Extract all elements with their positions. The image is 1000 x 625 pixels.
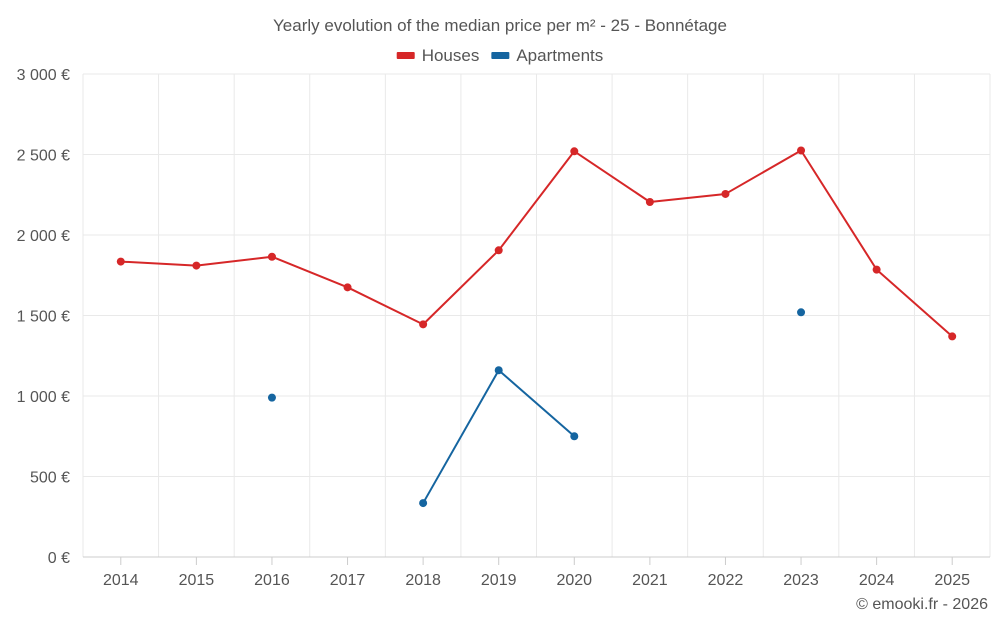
x-tick-label: 2025	[934, 572, 970, 589]
data-point-houses[interactable]	[872, 265, 881, 274]
x-tick-label: 2015	[179, 572, 215, 589]
data-point-houses[interactable]	[116, 257, 125, 266]
y-tick-label: 3 000 €	[17, 67, 70, 84]
y-tick-label: 2 500 €	[17, 148, 70, 165]
y-tick-label: 500 €	[30, 470, 70, 487]
data-point-houses[interactable]	[267, 252, 276, 261]
series-line-apartments	[422, 369, 575, 504]
series-line-houses	[120, 149, 953, 338]
data-point-apartments[interactable]	[267, 393, 276, 402]
data-point-houses[interactable]	[797, 146, 806, 155]
legend: Houses Apartments	[396, 46, 603, 65]
data-point-houses[interactable]	[419, 320, 428, 329]
data-point-houses[interactable]	[343, 283, 352, 292]
data-point-houses[interactable]	[192, 261, 201, 270]
series-houses	[116, 146, 957, 341]
y-tick-label: 2 000 €	[17, 228, 70, 245]
legend-swatch-houses[interactable]	[396, 52, 415, 59]
data-point-houses[interactable]	[494, 246, 503, 255]
x-tick-label: 2014	[103, 572, 139, 589]
y-tick-label: 0 €	[48, 550, 70, 567]
series-apartments	[267, 308, 806, 508]
data-point-houses[interactable]	[721, 189, 730, 198]
axes: 0 € 500 € 1 000 € 1 500 € 2 000 € 2 500 € 3 00…	[17, 67, 990, 589]
x-tick-label: 2024	[859, 572, 895, 589]
series-layer	[116, 146, 957, 508]
data-point-houses[interactable]	[570, 147, 579, 156]
x-tick-label: 2016	[254, 572, 290, 589]
x-tick-label: 2023	[783, 572, 819, 589]
data-point-apartments[interactable]	[419, 499, 428, 508]
data-point-apartments[interactable]	[570, 432, 579, 441]
data-point-apartments[interactable]	[494, 366, 503, 375]
legend-label: Apartments	[516, 46, 603, 65]
x-tick-label: 2019	[481, 572, 517, 589]
data-point-apartments[interactable]	[797, 308, 806, 317]
y-tick-label: 1 000 €	[17, 389, 70, 406]
x-tick-label: 2021	[632, 572, 668, 589]
legend-swatch-apartments[interactable]	[491, 52, 510, 59]
x-tick-label: 2020	[556, 572, 592, 589]
credit-text: © emooki.fr - 2026	[856, 596, 988, 613]
chart-title: Yearly evolution of the median price per…	[273, 16, 727, 35]
y-tick-label: 1 500 €	[17, 309, 70, 326]
x-tick-label: 2022	[708, 572, 744, 589]
x-tick-label: 2018	[405, 572, 441, 589]
x-tick-label: 2017	[330, 572, 366, 589]
grid-lines	[82, 73, 991, 557]
data-point-houses[interactable]	[948, 332, 957, 341]
legend-label: Houses	[422, 46, 480, 65]
data-point-houses[interactable]	[645, 197, 654, 206]
